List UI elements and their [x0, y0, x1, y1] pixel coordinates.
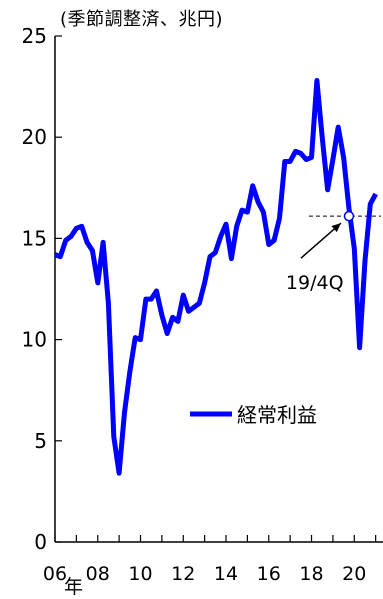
y-tick-label: 0 — [34, 530, 47, 554]
x-tick-label: 14 — [214, 563, 238, 585]
annotation-marker — [343, 210, 355, 222]
annotation-label: 19/4Q — [286, 272, 344, 294]
x-axis-ticks: 06 08 10 12 14 16 18 20 — [43, 535, 377, 585]
x-tick-label: 16 — [257, 563, 281, 585]
x-tick-label: 18 — [299, 563, 323, 585]
x-tick-label: 20 — [342, 563, 366, 585]
x-tick-label: 06 — [43, 563, 67, 585]
y-axis-ticks: 0 5 10 15 20 25 — [22, 24, 62, 554]
x-tick-label: 12 — [171, 563, 195, 585]
x-tick-label: 08 — [86, 563, 110, 585]
unit-label: (季節調整済、兆円) — [60, 9, 224, 30]
legend-label: 経常利益 — [237, 403, 317, 427]
y-tick-label: 25 — [22, 24, 47, 48]
y-tick-label: 15 — [22, 226, 47, 250]
y-tick-label: 20 — [22, 125, 47, 149]
x-tick-label: 10 — [128, 563, 152, 585]
annotation-arrow-head — [331, 223, 341, 233]
y-tick-label: 10 — [22, 328, 47, 352]
ordinary-profit-line — [54, 78, 378, 476]
y-tick-label: 5 — [34, 429, 47, 453]
x-unit-label: 年 — [64, 576, 84, 598]
